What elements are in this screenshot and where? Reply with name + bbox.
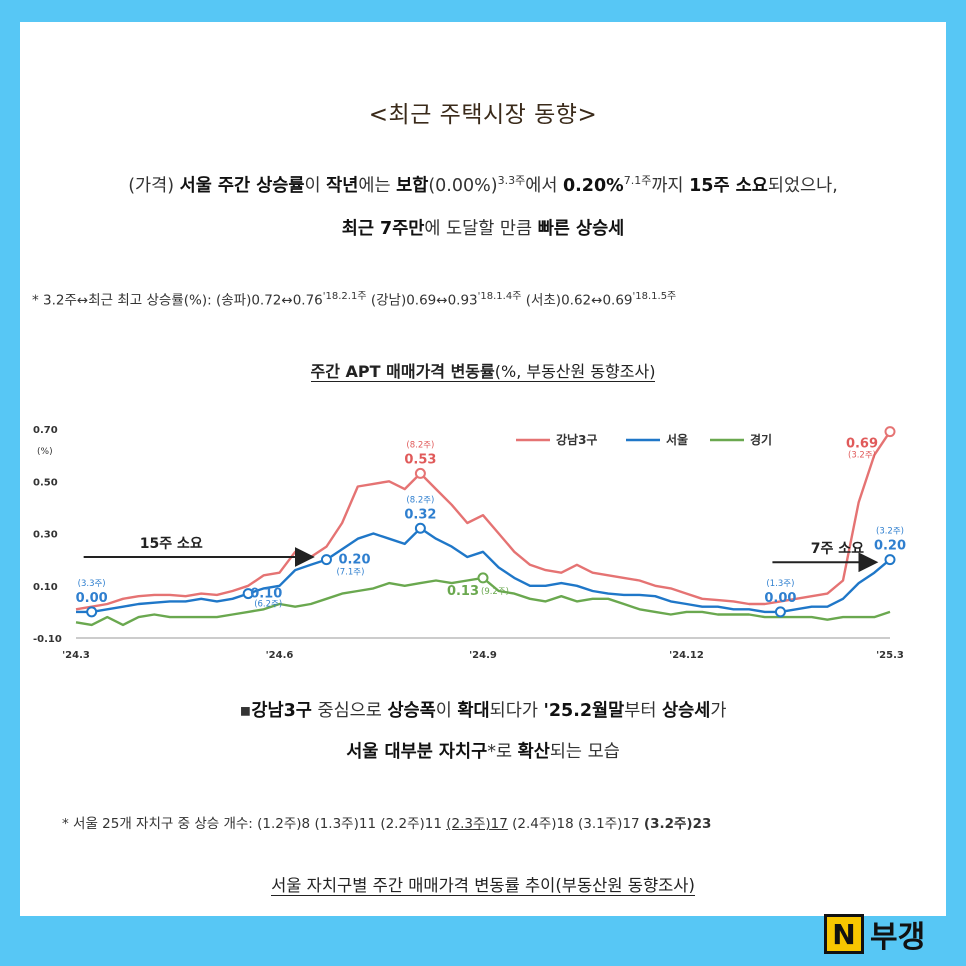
highlight-point <box>242 588 254 600</box>
highlight-point <box>320 554 332 566</box>
duration-label: 15주 소요 <box>140 536 203 552</box>
annotation-value-label: 0.20 <box>338 553 370 568</box>
highlight-point <box>414 467 426 479</box>
y-tick-label: 0.30 <box>33 530 58 541</box>
legend-label-2: 경기 <box>750 432 772 447</box>
summary-line-1: (가격) 서울 주간 상승률이 작년에는 보합(0.00%)3.3주에서 0.2… <box>128 174 838 196</box>
x-tick-label: '24.12 <box>669 650 704 661</box>
logo-text: 부갱 <box>870 920 926 955</box>
annotation-value-label: 0.00 <box>76 591 108 606</box>
highlight-point <box>86 606 98 618</box>
page-title: <최근 주택시장 동향> <box>368 102 598 128</box>
annotation-value-label: 0.20 <box>874 539 906 554</box>
annotation-sub-label: (3.2주) <box>848 451 876 461</box>
footnote-district-count: * 서울 25개 자치구 중 상승 개수: (1.2주)8 (1.3주)11 (… <box>62 816 712 832</box>
x-tick-label: '24.3 <box>62 650 90 661</box>
annotation-sub-label: (7.1주) <box>336 568 364 578</box>
series-line-0 <box>75 430 891 611</box>
highlight-point <box>884 426 896 438</box>
highlight-point <box>477 572 489 584</box>
content-card: <최근 주택시장 동향> (가격) 서울 주간 상승률이 작년에는 보합(0.0… <box>20 22 946 916</box>
annotation-sub-label: (1.3주) <box>766 579 794 589</box>
bullet-line-1: ▪강남3구 중심으로 상승폭이 확대되다가 '25.2월말부터 상승세가 <box>239 701 727 721</box>
annotation-sub-label: (8.2주) <box>406 440 434 450</box>
legend-label-1: 서울 <box>666 432 688 447</box>
x-tick-label: '24.6 <box>266 650 294 661</box>
legend-label-0: 강남3구 <box>556 432 597 447</box>
summary-line-2: 최근 7주만에 도달할 만큼 빠른 상승세 <box>341 219 625 239</box>
y-tick-label: -0.10 <box>33 634 62 645</box>
annotation-sub-label: (6.2주) <box>254 600 282 610</box>
y-tick-label: 0.50 <box>33 477 58 488</box>
x-tick-label: '25.3 <box>876 650 904 661</box>
annotation-value-label: 0.00 <box>764 591 796 606</box>
chart-title: 주간 APT 매매가격 변동률(%, 부동산원 동향조사) <box>310 362 656 382</box>
annotation-value-label: 0.32 <box>404 507 436 522</box>
next-chart-title: 서울 자치구별 주간 매매가격 변동률 추이(부동산원 동향조사) <box>271 876 695 896</box>
annotation-sub-label: (3.2주) <box>876 527 904 537</box>
duration-label: 7주 소요 <box>811 541 864 557</box>
y-unit-label: (%) <box>37 447 53 457</box>
annotation-value-label: 0.10 <box>250 587 282 602</box>
annotation-value-label: 0.53 <box>404 452 436 467</box>
bullet-line-2: 서울 대부분 자치구*로 확산되는 모습 <box>346 742 620 762</box>
highlight-point <box>774 606 786 618</box>
footnote-record-rates: * 3.2주↔최근 최고 상승률(%): (송파)0.72↔0.76'18.2.… <box>32 291 677 309</box>
weekly-apt-price-chart: -0.10 0.10 0.30 0.50 0.70 (%) '24.3 '24.6 '24.9 '… <box>33 425 906 661</box>
brand-logo: N 부갱 <box>824 912 925 956</box>
x-tick-label: '24.9 <box>469 650 497 661</box>
annotation-sub-label: (8.2주) <box>406 495 434 505</box>
annotation-value-label: 0.69 <box>846 437 878 452</box>
y-tick-label: 0.70 <box>33 425 58 436</box>
logo-n-icon: N <box>824 914 864 954</box>
series-line-1 <box>76 527 891 614</box>
highlight-point <box>414 522 426 534</box>
annotation-sub-label: (3.3주) <box>78 579 106 589</box>
annotation-sub-label: (9.2주) <box>481 587 509 597</box>
annotation-value-label: 0.13 <box>447 584 479 599</box>
highlight-point <box>884 554 896 566</box>
y-tick-label: 0.10 <box>33 582 58 593</box>
